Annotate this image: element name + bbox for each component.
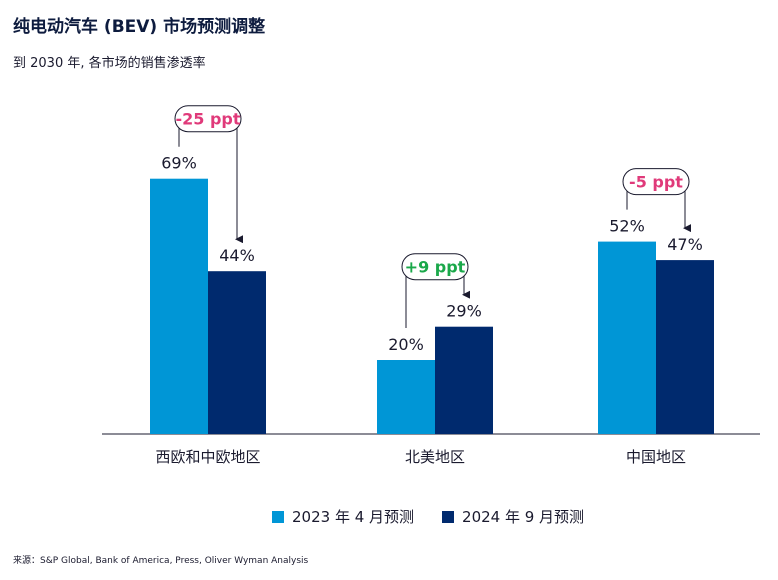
bar-2024-0	[208, 271, 266, 434]
source-note: 来源：S&P Global, Bank of America, Press, O…	[13, 556, 309, 566]
bar-value-label: 69%	[161, 154, 197, 173]
legend-label-2023: 2023 年 4 月预测	[292, 508, 415, 526]
chart-title: 纯电动汽车 (BEV) 市场预测调整	[13, 17, 266, 37]
legend-item-2024: 2024 年 9 月预测	[442, 506, 584, 527]
chart-legend: 2023 年 4 月预测 2024 年 9 月预测	[272, 506, 584, 527]
change-badge	[174, 105, 242, 133]
category-label: 西欧和中欧地区	[155, 448, 260, 466]
bar-value-label: 47%	[667, 235, 703, 254]
bar-value-label: 20%	[388, 335, 424, 354]
bar-2024-2	[656, 260, 714, 434]
bar-2024-1	[435, 326, 493, 434]
change-badge	[401, 253, 469, 281]
bar-value-label: 52%	[609, 217, 645, 236]
bar-2023-0	[150, 178, 208, 434]
legend-swatch-2023	[272, 510, 284, 523]
legend-item-2023: 2023 年 4 月预测	[272, 506, 414, 527]
bar-2023-1	[377, 360, 435, 434]
bar-chart: 69% 44% 西欧和中欧地区 20% 29% 北美地区 52% 47% 中国地区 -25 ppt…	[102, 105, 760, 466]
change-label: -25 ppt	[175, 110, 240, 129]
change-label: +9 ppt	[405, 258, 466, 277]
change-label: -5 ppt	[629, 173, 683, 192]
legend-swatch-2024	[442, 510, 455, 523]
chart-subtitle: 到 2030 年, 各市场的销售渗透率	[13, 56, 206, 71]
category-label: 北美地区	[405, 448, 465, 466]
bar-value-label: 29%	[446, 302, 482, 321]
bar-2023-2	[598, 241, 656, 434]
category-label: 中国地区	[626, 448, 686, 466]
change-badge	[622, 168, 690, 196]
legend-label-2024: 2024 年 9 月预测	[462, 508, 585, 526]
bar-value-label: 44%	[219, 246, 255, 265]
